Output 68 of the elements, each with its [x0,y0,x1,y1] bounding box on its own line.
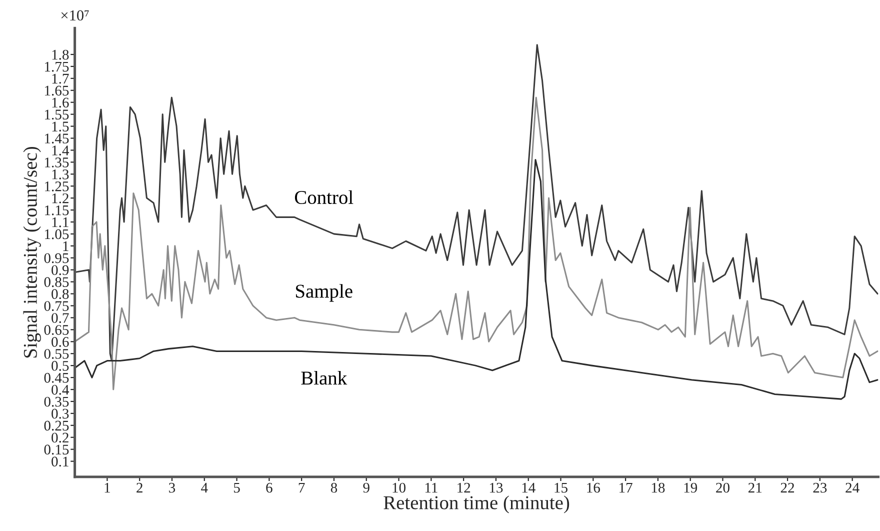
y-tick-label: 0.85 [44,277,69,288]
y-tick-label: 0.9 [52,265,69,276]
x-tick-label: 8 [330,482,338,493]
x-tick-label: 24 [846,482,860,493]
y-tick-label: 1.55 [45,110,69,120]
x-tick-label: 13 [490,482,503,493]
y-tick-label: 1.75 [45,62,69,72]
y-tick-label: 1 [63,241,68,251]
y-tick-label: 1.6 [52,98,69,108]
y-tick-label: 0.1 [52,456,68,467]
y-tick-label: 1.25 [45,181,69,192]
x-tick-label: 17 [620,482,632,493]
y-tick-label: 0.15 [44,444,69,455]
x-tick-label: 10 [392,482,406,493]
series-label: Blank [301,370,348,385]
y-tick-label: 1.65 [45,86,69,96]
y-tick-label: 1.3 [52,170,69,180]
line-series [74,158,878,400]
line-series [74,44,878,362]
x-tick-label: 20 [716,482,730,493]
y-tick-label: 0.2 [52,432,68,443]
x-tick-label: 7 [298,482,305,493]
text: ×10⁷ [61,10,89,21]
x-tick-label: 11 [425,482,438,493]
y-tick-label: 0.7 [52,313,69,323]
x-tick-label: 5 [234,482,240,493]
y-tick-label: 1.05 [45,229,69,240]
y-axis-title: Signal intensity (count/sec) [23,146,41,358]
y-tick-label: 0.3 [52,408,69,419]
y-tick-label: 0.65 [44,325,69,335]
x-tick-label: 2 [136,482,142,493]
y-tick-label: 1.5 [52,122,69,132]
y-tick-label: 1.4 [52,146,70,156]
x-tick-label: 19 [684,482,698,493]
x-tick-label: 18 [652,482,665,493]
x-tick-label: 22 [780,482,794,493]
x-tick-label: 4 [201,482,208,493]
y-tick-label: 0.45 [44,372,69,383]
x-tick-label: 16 [587,482,600,493]
x-tick-label: 15 [554,482,568,493]
series-label: Control [294,190,354,204]
x-tick-label: 6 [266,482,272,493]
y-tick-label: 0.8 [52,289,69,300]
x-tick-label: 21 [748,482,762,493]
y-tick-label: 1.15 [45,205,69,216]
x-tick-label: 23 [813,482,827,493]
y-tick-label: 1.2 [52,193,68,204]
y-tick-label: 1.45 [45,134,69,144]
y-tick-label: 0.95 [44,253,69,264]
y-tick-label: 0.6 [52,336,69,347]
y-tick-label: 0.35 [44,396,69,407]
line-series [74,96,878,390]
y-tick-label: 0.5 [52,360,69,371]
y-tick-label: 0.55 [44,348,69,359]
x-tick-label: 14 [522,482,536,493]
x-axis-title: Retention time (minute) [384,496,570,514]
x-tick-label: 9 [363,482,370,493]
x-tick-label: 1 [104,482,110,493]
y-tick-label: 1.8 [52,50,69,60]
series-label: Sample [296,284,352,302]
y-tick-label: 1.1 [52,217,68,228]
x-tick-label: 3 [169,482,176,493]
y-tick-label: 0.4 [52,384,70,395]
y-tick-label: 0.75 [44,301,69,312]
y-tick-label: 1.35 [45,158,69,168]
y-tick-label: 0.25 [44,420,69,431]
x-tick-label: 12 [458,482,470,493]
y-tick-label: 1.7 [52,74,69,84]
